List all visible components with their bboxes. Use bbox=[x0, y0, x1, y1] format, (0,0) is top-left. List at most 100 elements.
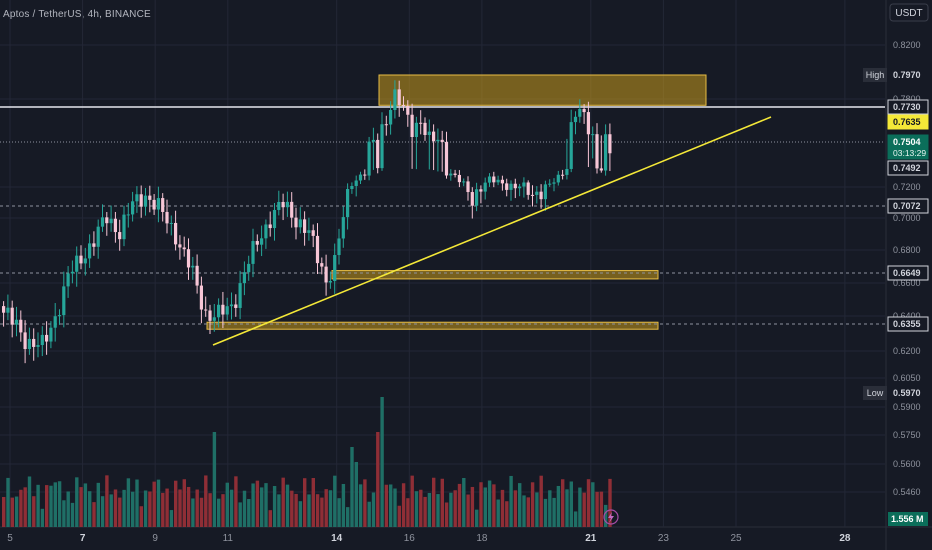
volume-bar bbox=[156, 479, 161, 527]
lightning-glyph bbox=[608, 512, 614, 523]
candle-body bbox=[500, 179, 504, 184]
volume-bar bbox=[479, 482, 483, 527]
candle-body bbox=[229, 304, 234, 307]
volume-bar bbox=[221, 494, 225, 527]
price-badge-box bbox=[887, 99, 929, 115]
volume-bar bbox=[148, 491, 152, 527]
volume-bar bbox=[40, 508, 45, 527]
candle-body bbox=[586, 112, 590, 135]
volume-bar bbox=[539, 475, 543, 527]
candle-body bbox=[414, 122, 418, 137]
date-tick-label: 5 bbox=[7, 533, 13, 544]
volume-bar bbox=[290, 490, 294, 527]
candle-body bbox=[32, 338, 36, 347]
price-badge-value: 0.5970 bbox=[893, 388, 921, 398]
candle-body bbox=[363, 174, 367, 176]
candle-body bbox=[453, 173, 457, 175]
candle-body bbox=[294, 217, 298, 228]
candle-body bbox=[161, 198, 165, 212]
price-badge-value: 0.6355 bbox=[893, 319, 921, 329]
candle-body bbox=[354, 180, 358, 186]
candle-body bbox=[156, 198, 160, 210]
candle-body bbox=[389, 110, 393, 125]
volume-bar bbox=[569, 481, 573, 527]
volume-bar bbox=[70, 502, 75, 527]
currency-label: USDT bbox=[895, 8, 922, 19]
candle-body bbox=[303, 219, 307, 233]
volume-bar bbox=[122, 489, 126, 527]
volume-bar bbox=[333, 475, 337, 527]
candle-body bbox=[341, 217, 345, 239]
volume-bar bbox=[100, 496, 105, 527]
volume-bar bbox=[324, 489, 328, 527]
volume-bar bbox=[530, 482, 535, 527]
candle-body bbox=[57, 315, 62, 317]
candle-body bbox=[487, 176, 492, 183]
candle-body bbox=[539, 191, 543, 200]
volume-bar bbox=[131, 491, 135, 527]
volume-bar bbox=[346, 507, 350, 527]
volume-bars bbox=[2, 397, 612, 527]
volume-bar bbox=[337, 498, 341, 527]
candle-body bbox=[27, 338, 31, 350]
candle-body bbox=[569, 122, 573, 169]
candle-body bbox=[139, 194, 143, 207]
volume-bar bbox=[328, 490, 333, 527]
volume-bar bbox=[152, 481, 156, 527]
symbol-title: Aptos / TetherUS, 4h, BINANCE bbox=[3, 9, 151, 20]
badge-label: Low bbox=[867, 388, 884, 398]
candle-body bbox=[371, 139, 375, 142]
volume-bar bbox=[315, 494, 320, 527]
volume-bar bbox=[88, 491, 92, 527]
volume-bar bbox=[496, 499, 500, 527]
candle-body bbox=[535, 191, 539, 195]
price-badge-countdown: 03:13:29 bbox=[893, 148, 926, 158]
volume-bar bbox=[599, 491, 604, 527]
candle-body bbox=[79, 255, 83, 264]
volume-bar bbox=[268, 510, 272, 527]
candle-body bbox=[419, 122, 423, 124]
volume-bar bbox=[552, 497, 556, 527]
price-tick-label: 0.7200 bbox=[893, 182, 921, 192]
volume-bar bbox=[294, 493, 298, 527]
price-tick-label: 0.6200 bbox=[893, 346, 921, 356]
candle-body bbox=[440, 139, 444, 142]
candle-body bbox=[595, 134, 599, 169]
volume-bar bbox=[350, 447, 354, 527]
volume-bar bbox=[32, 496, 36, 527]
price-badge-value: 0.7504 bbox=[893, 137, 921, 147]
volume-bar bbox=[6, 477, 10, 527]
volume-bar bbox=[234, 476, 238, 527]
date-tick-label: 28 bbox=[839, 533, 851, 544]
candle-body bbox=[40, 334, 44, 346]
date-tick-label: 25 bbox=[730, 533, 742, 544]
candle-body bbox=[470, 192, 474, 206]
volume-bar bbox=[432, 477, 436, 527]
candle-body bbox=[530, 194, 535, 196]
volume-bar bbox=[449, 492, 453, 527]
volume-bar bbox=[62, 500, 66, 527]
candle-body bbox=[10, 307, 14, 325]
volume-bar bbox=[135, 479, 139, 527]
candle-body bbox=[195, 265, 199, 286]
candle-body bbox=[483, 182, 487, 192]
volume-bar bbox=[75, 477, 79, 527]
candle-body bbox=[608, 134, 612, 154]
candle-body bbox=[126, 214, 130, 216]
ascending-trendline bbox=[212, 116, 772, 346]
volume-bar bbox=[238, 502, 242, 527]
volume-bar bbox=[199, 497, 204, 527]
candle-body bbox=[174, 222, 178, 245]
volume-bar bbox=[285, 484, 290, 527]
candle-body bbox=[311, 230, 315, 236]
candle-body bbox=[290, 201, 294, 218]
price-tick-label: 0.8200 bbox=[893, 40, 921, 50]
volume-bar bbox=[487, 480, 492, 527]
volume-bar bbox=[191, 498, 195, 527]
volume-bar bbox=[212, 432, 217, 527]
volume-bar bbox=[436, 494, 440, 527]
price-tick-label: 0.7000 bbox=[893, 213, 921, 223]
candle-body bbox=[380, 124, 384, 169]
